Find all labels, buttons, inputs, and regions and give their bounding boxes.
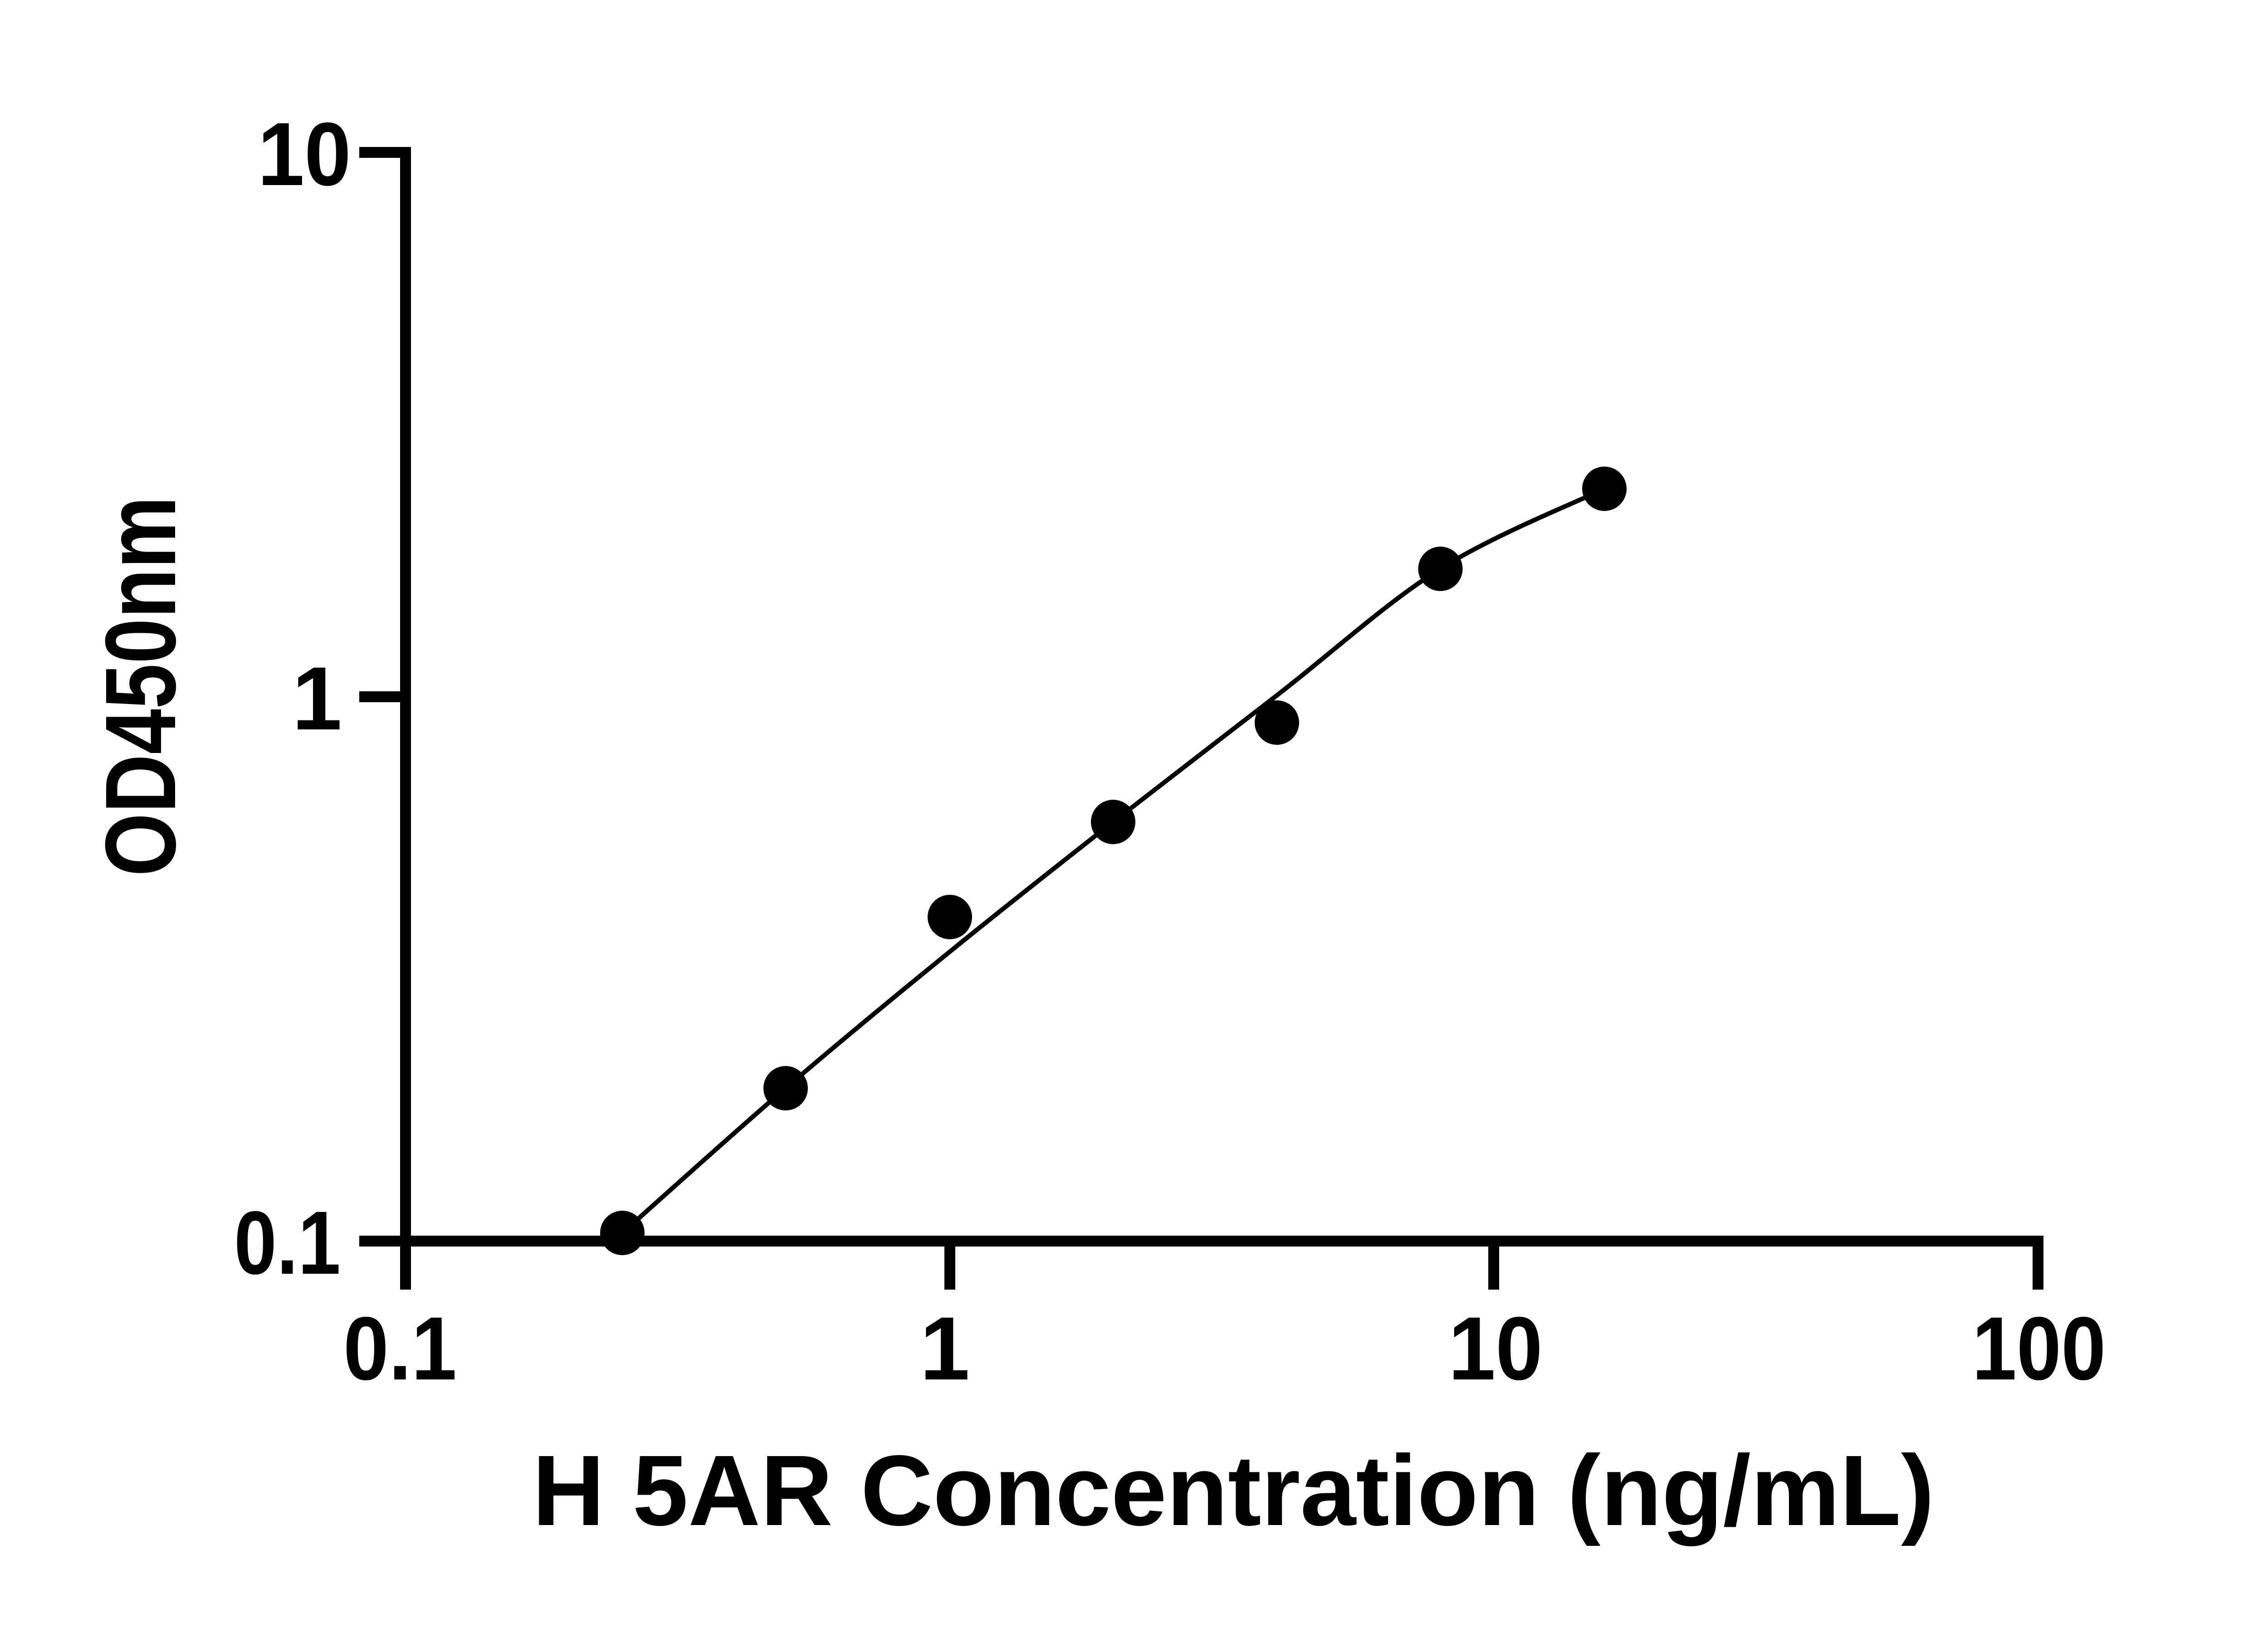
svg-text:100: 100	[1972, 1298, 2106, 1398]
svg-text:OD450nm: OD450nm	[84, 496, 196, 876]
svg-text:H 5AR Concentration (ng/mL): H 5AR Concentration (ng/mL)	[533, 1434, 1935, 1546]
svg-text:0.1: 0.1	[343, 1298, 457, 1398]
svg-text:10: 10	[258, 104, 351, 204]
svg-text:10: 10	[1448, 1298, 1543, 1398]
svg-text:0.1: 0.1	[234, 1193, 341, 1293]
svg-text:1: 1	[920, 1298, 970, 1398]
svg-text:1: 1	[292, 648, 342, 748]
